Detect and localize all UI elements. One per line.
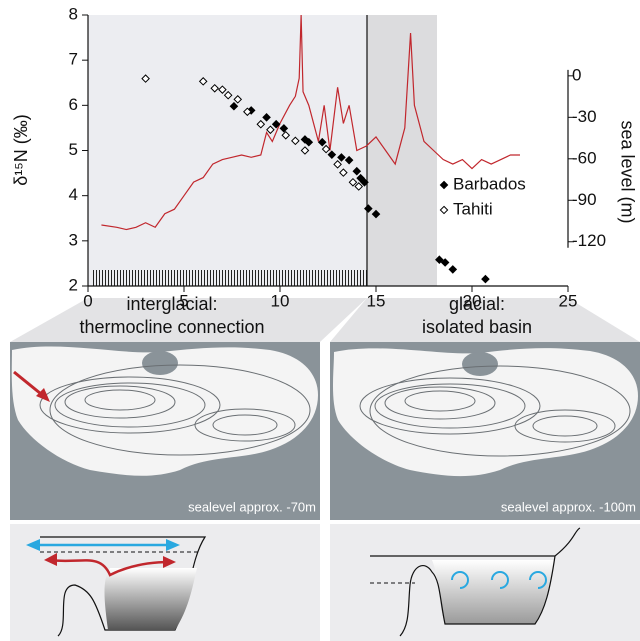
legend-label: Tahiti — [453, 199, 493, 218]
legend-marker — [439, 180, 449, 190]
data-point — [356, 173, 365, 183]
legend-marker — [439, 205, 449, 215]
data-point — [141, 74, 150, 83]
data-point — [339, 168, 348, 177]
data-point — [337, 153, 346, 162]
panel-heading: thermocline connection — [79, 317, 264, 337]
data-point — [360, 177, 369, 187]
y-tick-label: 8 — [69, 4, 78, 23]
y-tick-label: 2 — [69, 275, 78, 294]
x-tick-label: 0 — [83, 291, 92, 310]
y-tick-label: 7 — [69, 50, 78, 69]
y2-axis-label: sea level (m) — [617, 120, 637, 223]
data-point — [344, 155, 354, 165]
diagram-left — [10, 524, 320, 641]
y2-tick-label: -60 — [572, 148, 597, 167]
data-point — [371, 209, 381, 219]
data-point — [256, 119, 266, 129]
map-left: sealevel approx. -70m — [10, 342, 320, 520]
data-point — [223, 90, 233, 100]
map-caption: sealevel approx. -70m — [188, 499, 316, 514]
data-point — [266, 125, 275, 135]
data-point — [448, 265, 458, 274]
glacial-zone — [367, 15, 437, 286]
data-point — [243, 107, 252, 117]
connector — [10, 298, 367, 342]
data-point — [281, 130, 291, 140]
data-point — [321, 144, 331, 154]
y2-tick-label: 0 — [572, 65, 581, 84]
data-point — [198, 77, 208, 86]
y-tick-label: 6 — [69, 95, 78, 114]
data-point — [352, 166, 362, 176]
data-line — [101, 14, 520, 231]
data-point — [210, 83, 220, 93]
x-tick-label: 15 — [367, 291, 386, 310]
data-point — [279, 124, 289, 133]
y-tick-label: 4 — [69, 185, 78, 204]
x-tick-label: 5 — [179, 291, 188, 310]
data-point — [354, 182, 364, 191]
data-point — [300, 146, 310, 155]
y2-tick-label: -120 — [572, 231, 606, 250]
data-point — [481, 274, 490, 284]
hatch-bar — [92, 270, 367, 286]
diagram-right — [330, 524, 640, 641]
data-point — [218, 85, 227, 94]
data-point — [327, 150, 337, 159]
map-right: sealevel approx. -100m — [330, 342, 640, 520]
data-point — [300, 135, 310, 144]
data-point — [271, 119, 281, 129]
data-point — [440, 258, 450, 267]
x-tick-label: 10 — [271, 291, 290, 310]
y-tick-label: 5 — [69, 140, 78, 159]
data-point — [262, 113, 271, 122]
panel-heading: isolated basin — [422, 317, 532, 337]
data-point — [348, 177, 358, 187]
plot-background — [437, 15, 568, 286]
data-point — [364, 204, 373, 213]
y2-tick-label: -30 — [572, 107, 597, 126]
data-point — [304, 137, 314, 147]
y2-tick-label: -90 — [572, 190, 597, 209]
data-point — [333, 160, 342, 169]
data-point — [435, 255, 444, 265]
legend-label: Barbados — [453, 174, 526, 193]
x-tick-label: 25 — [559, 291, 578, 310]
panel-heading: glacial: — [449, 294, 505, 314]
data-point — [317, 137, 327, 147]
connector — [330, 298, 640, 342]
y-tick-label: 3 — [69, 230, 78, 249]
data-point — [291, 136, 300, 146]
map-caption: sealevel approx. -100m — [501, 499, 636, 514]
interglacial-zone — [88, 15, 367, 286]
data-point — [233, 95, 243, 104]
data-point — [229, 101, 239, 111]
panel-heading: interglacial: — [126, 294, 217, 314]
y-axis-label: δ¹⁵N (‰) — [11, 114, 31, 185]
x-tick-label: 20 — [463, 291, 482, 310]
